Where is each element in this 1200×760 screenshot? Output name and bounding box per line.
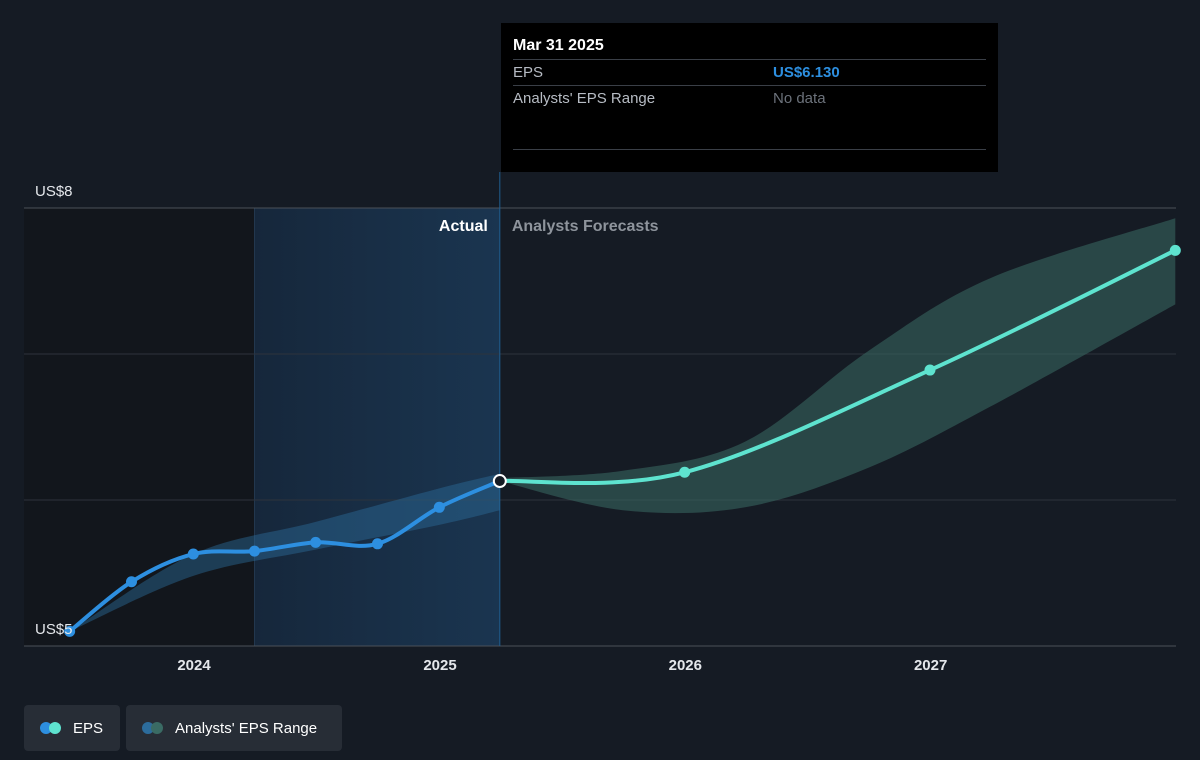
eps-point: [310, 536, 322, 548]
tooltip-divider: [513, 149, 986, 150]
eps-line-forecast: [497, 248, 1178, 486]
x-tick-label: 2026: [669, 657, 702, 674]
actual-region-shade: [254, 208, 500, 646]
eps-legend-icon: [40, 722, 62, 734]
tooltip-eps-value: US$6.130: [773, 64, 840, 81]
x-tick-label: 2027: [914, 657, 947, 674]
tooltip-range-label: Analysts' EPS Range: [513, 90, 656, 107]
eps-point-highlight: [492, 474, 507, 489]
eps-point: [433, 501, 445, 513]
eps-point: [679, 466, 691, 478]
forecast-label: Analysts Forecasts: [512, 218, 659, 235]
eps-range-band-forecast: [499, 218, 1176, 514]
legend-eps-button[interactable]: EPS: [24, 705, 120, 751]
eps-point: [371, 538, 383, 550]
y-axis-max-label: US$8: [35, 183, 73, 200]
y-axis-min-label: US$5: [35, 621, 73, 638]
actual-label: Actual: [439, 218, 488, 235]
range-legend-icon: [142, 722, 164, 734]
eps-point: [187, 548, 199, 560]
x-tick-label: 2024: [177, 657, 211, 674]
legend-eps-label: EPS: [73, 719, 104, 737]
tooltip-range-value: No data: [773, 90, 826, 107]
tooltip-row-range: Analysts' EPS Range No data: [513, 85, 986, 111]
past-region-shade: [24, 208, 255, 646]
eps-point: [125, 576, 137, 588]
legend-range-button[interactable]: Analysts' EPS Range: [126, 705, 342, 751]
tooltip-date: Mar 31 2025: [513, 37, 604, 54]
eps-range-band-actual: [69, 473, 500, 632]
tooltip: Mar 31 2025 EPS US$6.130 Analysts' EPS R…: [501, 23, 998, 172]
tooltip-eps-label: EPS: [513, 64, 544, 81]
eps-point: [1169, 244, 1181, 256]
eps-point: [248, 545, 260, 557]
tooltip-row-eps: EPS US$6.130: [513, 59, 986, 85]
x-tick-label: 2025: [423, 657, 456, 674]
legend-range-label: Analysts' EPS Range: [175, 719, 318, 737]
eps-point: [64, 625, 76, 637]
eps-point: [924, 364, 936, 376]
